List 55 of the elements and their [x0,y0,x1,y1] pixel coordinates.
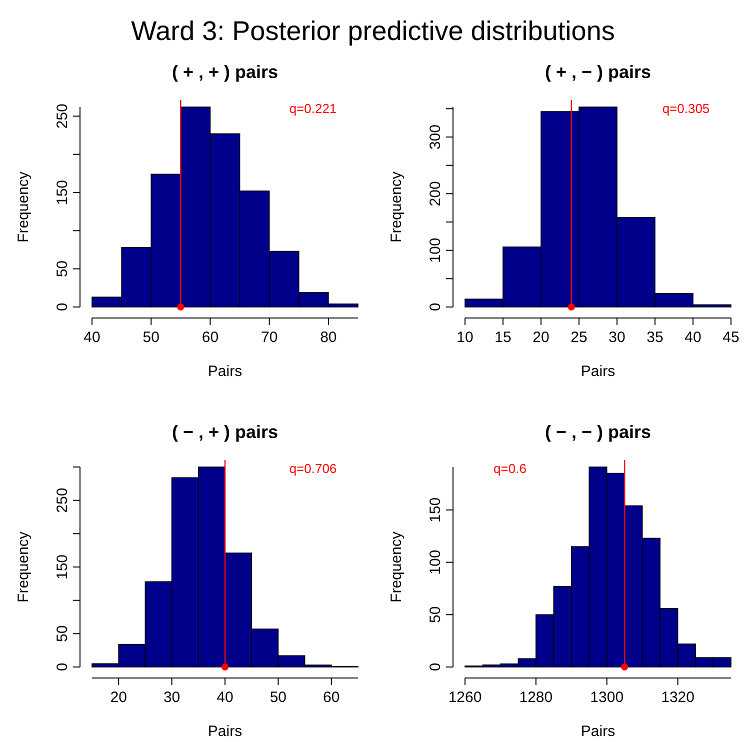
y-axis-title: Frequency [388,171,405,242]
chart-title: ( + , + ) pairs [172,62,278,82]
x-tick-label: 1320 [661,689,694,706]
x-tick-label: 20 [532,329,550,346]
x-tick-label: 60 [323,689,340,706]
y-axis-title: Frequency [388,531,405,602]
y-axis-title: Frequency [15,531,32,602]
x-tick-label: 40 [84,329,100,346]
x-tick-label: 25 [570,329,588,346]
x-tick-label: 20 [110,689,127,706]
x-axis-title: Pairs [580,723,616,740]
y-tick-label: 150 [427,497,444,522]
y-tick-label: 150 [54,180,71,206]
x-axis-title: Pairs [208,723,242,740]
text: Ward 3: Posterior predictive distributions [131,16,615,46]
y-tick-label: 0 [427,662,444,672]
y-tick-label: 150 [54,554,71,580]
x-tick-label: 15 [494,329,512,346]
annotation: q=0.706 [289,461,337,476]
x-tick-label: 1280 [519,689,553,706]
y-tick-label: 50 [427,606,444,623]
y-tick-label: 250 [54,104,71,129]
annotation: q=0.221 [289,101,337,116]
chart-title: ( − , − ) pairs [544,422,652,442]
x-tick-label: 1300 [590,689,624,706]
x-tick-label: 80 [320,329,337,346]
x-tick-label: 1260 [448,689,482,706]
y-tick-label: 100 [427,238,444,263]
y-tick-label: 300 [427,124,444,150]
y-axis-title: Frequency [15,171,32,242]
x-tick-label: 35 [646,329,664,346]
x-tick-label: 70 [260,329,278,346]
x-tick-label: 30 [163,689,180,706]
y-tick-label: 0 [427,302,444,312]
chart-title: ( + , − ) pairs [544,62,652,82]
y-tick-label: 0 [54,302,71,312]
x-tick-label: 30 [608,329,626,346]
y-tick-label: 0 [54,662,71,672]
y-tick-label: 50 [54,625,71,642]
x-tick-label: 40 [216,689,234,706]
x-tick-label: 60 [202,329,219,346]
y-tick-label: 50 [54,260,71,278]
y-tick-label: 200 [427,181,444,206]
annotation: q=0.6 [494,461,526,476]
x-tick-label: 50 [270,689,287,706]
annotation: q=0.305 [662,101,710,116]
y-tick-label: 250 [54,488,71,513]
x-axis-title: Pairs [208,363,242,380]
chart-title: ( − , + ) pairs [172,422,278,442]
x-tick-label: 50 [142,329,160,346]
x-axis-title: Pairs [580,363,616,380]
y-tick-label: 100 [427,550,444,575]
x-tick-label: 45 [722,329,740,346]
x-tick-label: 10 [456,329,474,346]
x-tick-label: 40 [684,329,702,346]
